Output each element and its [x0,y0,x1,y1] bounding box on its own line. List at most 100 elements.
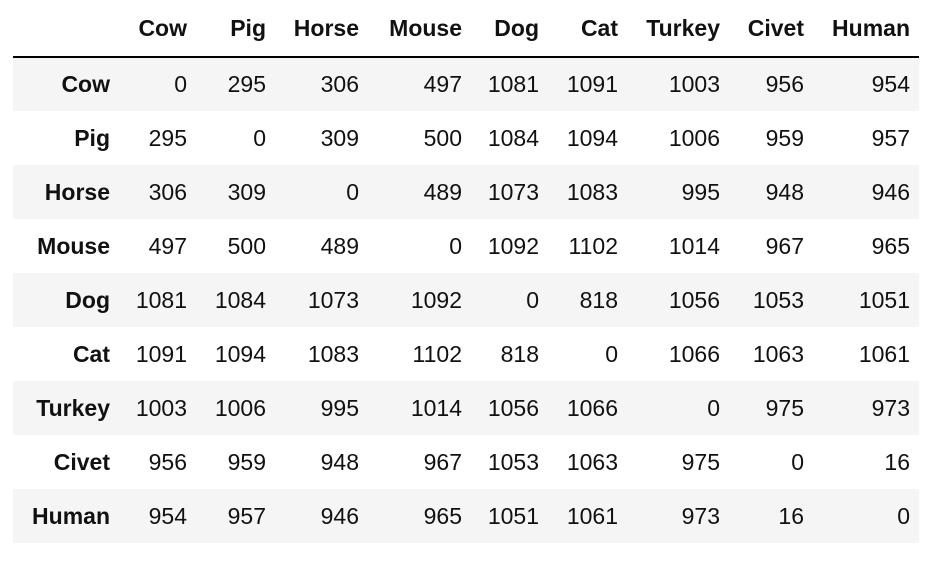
table-cell: 0 [346,178,359,205]
table-cell: 1003 [135,394,187,421]
row-index-label: Turkey [36,394,110,421]
row-index-label: Civet [53,448,110,475]
table-cell: 1102 [412,340,462,367]
table-row: Mouse 497 500 489 0 1092 1102 1014 967 965 [13,219,919,273]
table-row: Cow 0 295 306 497 1081 1091 1003 956 954 [13,57,919,111]
table-cell: 967 [423,448,462,475]
column-header: Turkey [627,0,729,58]
row-index-label: Horse [44,178,110,205]
table-cell: 1091 [135,340,187,367]
table-cell: 1092 [410,286,462,313]
table-cell: 956 [148,448,187,475]
table-cell: 1091 [566,71,618,97]
column-header: Human [813,0,919,58]
column-header: Mouse [368,0,471,58]
table-cell: 975 [765,394,804,421]
table-cell: 1066 [566,394,618,421]
table-cell: 948 [765,178,804,205]
table-cell: 959 [765,124,804,151]
table-cell: 0 [174,71,187,97]
table-cell: 497 [423,71,462,97]
row-index-label: Cow [61,71,110,97]
table-cell: 957 [871,124,910,151]
table-cell: 954 [148,502,187,529]
table-cell: 1102 [568,232,618,259]
table-cell: 1073 [307,286,359,313]
table-cell: 954 [871,71,910,97]
table-cell: 489 [423,178,462,205]
table-cell: 948 [320,448,359,475]
table-cell: 1092 [487,232,539,259]
table-cell: 1056 [668,286,720,313]
table-row: Cat 1091 1094 1083 1102 818 0 1066 1063 1061 [13,327,919,381]
distance-matrix-table: Cow Pig Horse Mouse Dog Cat Turkey Civet… [13,0,919,543]
table-cell: 956 [765,71,804,97]
table-cell: 0 [449,232,462,259]
table-cell: 1053 [487,448,539,475]
table-cell: 1006 [214,394,266,421]
table-cell: 16 [884,448,910,475]
table-cell: 975 [681,448,720,475]
table-cell: 973 [871,394,910,421]
table-cell: 965 [871,232,910,259]
row-index-label: Cat [72,340,110,367]
table-cell: 1063 [752,340,804,367]
table-cell: 1094 [214,340,266,367]
table-cell: 959 [227,448,266,475]
table-row: Human 954 957 946 965 1051 1061 973 16 0 [13,489,919,543]
table-cell: 1061 [858,340,910,367]
table-cell: 957 [227,502,266,529]
table-cell: 995 [320,394,359,421]
table-cell: 0 [791,448,804,475]
table-cell: 0 [605,340,618,367]
table-cell: 489 [320,232,359,259]
table-cell: 1084 [214,286,266,313]
table-cell: 1063 [566,448,618,475]
column-header: Dog [471,0,548,58]
table-row: Pig 295 0 309 500 1084 1094 1006 959 957 [13,111,919,165]
table-cell: 967 [765,232,804,259]
table-cell: 1061 [566,502,618,529]
header-row: Cow Pig Horse Mouse Dog Cat Turkey Civet… [13,0,919,58]
table-body: Cow 0 295 306 497 1081 1091 1003 956 954 Pig 295 0 30… [13,57,919,543]
column-header: Civet [729,0,813,58]
table-cell: 1014 [410,394,462,421]
table-cell: 965 [423,502,462,529]
column-header: Horse [275,0,368,58]
table-cell: 309 [227,178,266,205]
table-cell: 306 [320,71,359,97]
table-cell: 1081 [487,71,539,97]
row-index-label: Mouse [37,232,110,259]
table-cell: 306 [148,178,187,205]
table-cell: 1053 [752,286,804,313]
table-cell: 1051 [858,286,910,313]
table-cell: 1006 [668,124,720,151]
table-cell: 946 [320,502,359,529]
column-header: Pig [196,0,275,58]
row-index-label: Human [32,502,110,529]
table-cell: 1014 [668,232,720,259]
table-cell: 0 [897,502,910,529]
table-cell: 1056 [487,394,539,421]
table-header: Cow Pig Horse Mouse Dog Cat Turkey Civet… [13,0,919,58]
index-corner-cell [13,0,119,58]
table-cell: 0 [253,124,266,151]
table-row: Turkey 1003 1006 995 1014 1056 1066 0 975 973 [13,381,919,435]
table-cell: 497 [148,232,187,259]
table-cell: 818 [500,340,539,367]
column-header: Cow [119,0,196,58]
table-cell: 500 [423,124,462,151]
table-cell: 295 [148,124,187,151]
table-cell: 1066 [668,340,720,367]
table-cell: 295 [227,71,266,97]
table-cell: 1003 [668,71,720,97]
table-cell: 1084 [487,124,539,151]
table-cell: 1094 [566,124,618,151]
table-cell: 1051 [487,502,539,529]
table-cell: 1083 [307,340,359,367]
table-cell: 16 [778,502,804,529]
table-cell: 309 [320,124,359,151]
table-row: Dog 1081 1084 1073 1092 0 818 1056 1053 1051 [13,273,919,327]
table-cell: 1073 [487,178,539,205]
